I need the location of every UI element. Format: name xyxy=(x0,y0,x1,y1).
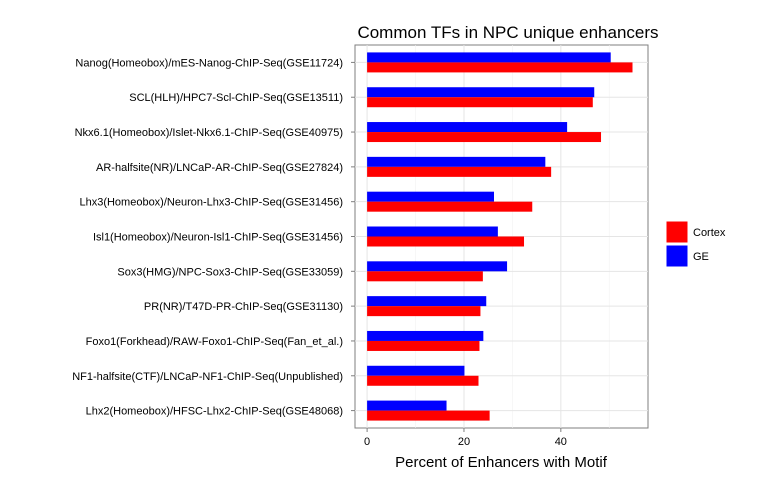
legend: Cortex GE xyxy=(665,220,726,268)
legend-label-cortex: Cortex xyxy=(693,227,726,239)
legend-swatch-cortex xyxy=(665,220,689,244)
bar-ge-7 xyxy=(367,296,487,307)
legend-label-ge: GE xyxy=(693,251,709,263)
bar-ge-10 xyxy=(367,400,447,411)
bar-ge-4 xyxy=(367,191,494,202)
x-axis-label: Percent of Enhancers with Motif xyxy=(395,454,608,471)
y-tick-label: Nkx6.1(Homeobox)/Islet-Nkx6.1-ChIP-Seq(G… xyxy=(75,127,343,139)
x-tick-label: 40 xyxy=(555,436,567,448)
y-tick-label: Sox3(HMG)/NPC-Sox3-ChIP-Seq(GSE33059) xyxy=(117,266,343,278)
bar-cortex-4 xyxy=(367,201,533,212)
bar-ge-2 xyxy=(367,122,568,133)
bar-cortex-10 xyxy=(367,410,490,421)
bar-ge-9 xyxy=(367,365,465,376)
y-tick-label: Nanog(Homeobox)/mES-Nanog-ChIP-Seq(GSE11… xyxy=(75,57,343,69)
y-tick-label: Lhx2(Homeobox)/HFSC-Lhx2-ChIP-Seq(GSE480… xyxy=(86,406,343,418)
x-tick-label: 20 xyxy=(458,436,470,448)
bar-ge-8 xyxy=(367,330,484,341)
bar-cortex-9 xyxy=(367,375,479,386)
y-tick-label: AR-halfsite(NR)/LNCaP-AR-ChIP-Seq(GSE278… xyxy=(96,162,343,174)
bar-cortex-1 xyxy=(367,97,593,108)
bar-ge-6 xyxy=(367,261,508,272)
y-tick-label: Isl1(Homeobox)/Neuron-Isl1-ChIP-Seq(GSE3… xyxy=(93,232,343,244)
bar-cortex-0 xyxy=(367,62,633,73)
y-tick-labels: Nanog(Homeobox)/mES-Nanog-ChIP-Seq(GSE11… xyxy=(72,57,355,418)
bar-cortex-5 xyxy=(367,236,525,247)
bars xyxy=(367,52,633,421)
bar-cortex-3 xyxy=(367,166,552,177)
legend-swatch-ge xyxy=(665,244,689,268)
y-tick-label: Foxo1(Forkhead)/RAW-Foxo1-ChIP-Seq(Fan_e… xyxy=(86,336,343,348)
bar-ge-5 xyxy=(367,226,498,237)
x-axis: 0 20 40 xyxy=(364,428,567,448)
bar-ge-1 xyxy=(367,87,595,98)
y-tick-label: SCL(HLH)/HPC7-Scl-ChIP-Seq(GSE13511) xyxy=(129,92,343,104)
y-tick-label: Lhx3(Homeobox)/Neuron-Lhx3-ChIP-Seq(GSE3… xyxy=(79,197,343,209)
bar-ge-0 xyxy=(367,52,611,63)
y-tick-label: PR(NR)/T47D-PR-ChIP-Seq(GSE31130) xyxy=(144,301,343,313)
bar-cortex-7 xyxy=(367,306,481,317)
bar-cortex-8 xyxy=(367,340,480,351)
bar-ge-3 xyxy=(367,156,546,167)
y-tick-label: NF1-halfsite(CTF)/LNCaP-NF1-ChIP-Seq(Unp… xyxy=(72,371,343,383)
bar-cortex-2 xyxy=(367,132,602,143)
bar-cortex-6 xyxy=(367,271,483,282)
x-tick-label: 0 xyxy=(364,436,370,448)
chart-title: Common TFs in NPC unique enhancers xyxy=(357,23,658,42)
